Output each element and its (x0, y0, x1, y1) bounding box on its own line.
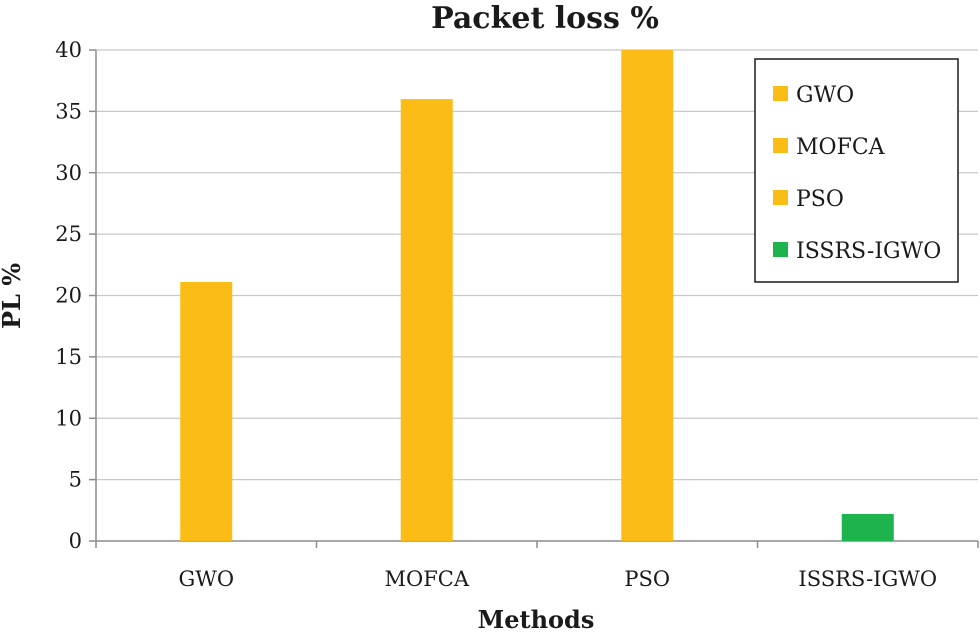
x-tick-label: ISSRS-IGWO (798, 567, 937, 591)
legend-label: GWO (796, 83, 854, 108)
bar-pso (621, 50, 674, 541)
bars (180, 50, 894, 541)
x-axis-title: Methods (478, 605, 595, 631)
legend: GWO MOFCA PSO ISSRS-IGWO (754, 58, 959, 283)
bar-issrs-igwo (841, 513, 894, 541)
x-tick-label: GWO (178, 567, 234, 591)
bar-mofca (400, 99, 453, 541)
legend-swatch (773, 190, 788, 205)
legend-entries: GWO MOFCA PSO ISSRS-IGWO (773, 83, 941, 264)
y-tick-labels: 0 5 10 15 20 25 30 35 40 (55, 38, 82, 553)
legend-label: PSO (796, 187, 844, 212)
y-tick-label: 5 (69, 468, 82, 492)
x-tick-label: PSO (624, 567, 670, 591)
legend-label: MOFCA (796, 135, 886, 160)
y-tick-label: 0 (69, 529, 82, 553)
y-tick-label: 25 (55, 222, 82, 246)
y-tick-label: 40 (55, 38, 82, 62)
y-tick-label: 30 (55, 161, 82, 185)
legend-label: ISSRS-IGWO (796, 239, 941, 264)
x-tick-label: MOFCA (384, 567, 469, 591)
legend-swatch (773, 138, 788, 153)
y-tick-label: 10 (55, 406, 82, 430)
y-tick-label: 20 (55, 284, 82, 308)
legend-swatch (773, 242, 788, 257)
legend-box (754, 58, 959, 283)
y-tick-label: 15 (55, 345, 82, 369)
y-tick-label: 35 (55, 99, 82, 123)
legend-swatch (773, 86, 788, 101)
chart-title: Packet loss % (431, 1, 659, 36)
bar-gwo (180, 281, 233, 541)
axes (95, 50, 978, 542)
y-axis-title: PL % (0, 263, 26, 329)
x-tick-labels: GWO MOFCA PSO ISSRS-IGWO (178, 567, 937, 591)
